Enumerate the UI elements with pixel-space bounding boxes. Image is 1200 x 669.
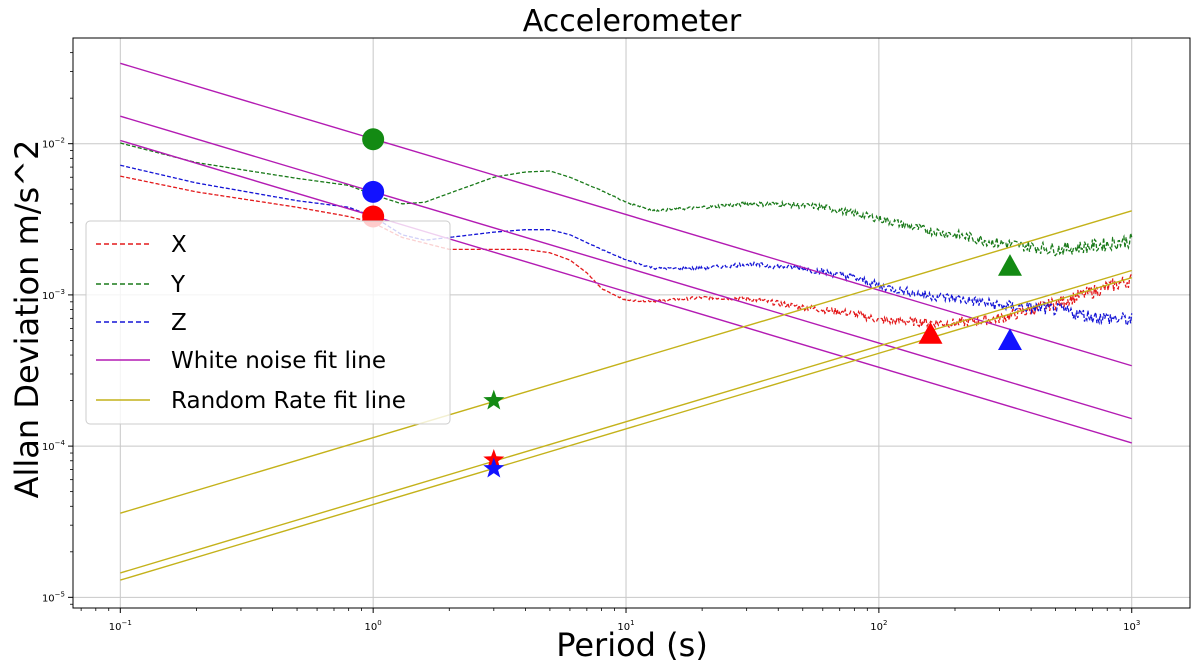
marker-star-y: [483, 389, 505, 410]
marker-circle-z: [362, 180, 385, 203]
random-rate-fit-line-0: [120, 210, 1132, 514]
x-axis-label: Period (s): [556, 626, 708, 664]
series-x: [120, 175, 1133, 329]
x-tick-label-0: 10−1: [109, 619, 132, 633]
y-tick-label-2: 10−3: [42, 288, 65, 302]
white-noise-fit-line-0: [120, 62, 1132, 367]
legend: XYZ White noise fit line Random Rate fit l…: [85, 220, 451, 425]
x-tick-label-2: 101: [617, 619, 634, 633]
legend-label-1: Y: [170, 272, 186, 298]
y-axis-label: Allan Deviation m/s^2: [8, 140, 46, 499]
markers: [362, 128, 1022, 478]
marker-triangle-x: [918, 322, 943, 344]
random-rate-fit-line-1: [120, 269, 1132, 574]
axis-ticks: 10−1 100 101 102 103 10−5 10−4 10−3 10−2: [42, 52, 1140, 633]
marker-circle-y: [362, 128, 385, 151]
series-z: [120, 164, 1133, 327]
marker-star-z: [483, 457, 505, 478]
white-noise-fit-line-1: [120, 115, 1132, 420]
legend-label-3: White noise fit line: [171, 348, 386, 374]
y-tick-label-3: 10−2: [42, 137, 65, 151]
x-tick-label-1: 100: [365, 619, 382, 633]
marker-triangle-y: [997, 254, 1022, 276]
random-rate-fit-line-2: [120, 277, 1132, 581]
legend-box: [85, 220, 451, 425]
chart-title: Accelerometer: [523, 4, 742, 39]
legend-label-0: X: [171, 232, 187, 258]
legend-label-2: Z: [171, 310, 187, 336]
legend-label-4: Random Rate fit line: [171, 388, 406, 414]
series-y: [120, 142, 1133, 257]
plot-frame: [72, 37, 1191, 609]
plot-area: [120, 62, 1133, 581]
y-tick-label-0: 10−5: [42, 590, 65, 604]
x-tick-label-4: 103: [1123, 619, 1140, 633]
marker-triangle-z: [997, 328, 1022, 351]
white-noise-fit-line-2: [120, 139, 1132, 444]
x-tick-label-3: 102: [870, 619, 887, 633]
y-tick-label-1: 10−4: [42, 439, 66, 453]
